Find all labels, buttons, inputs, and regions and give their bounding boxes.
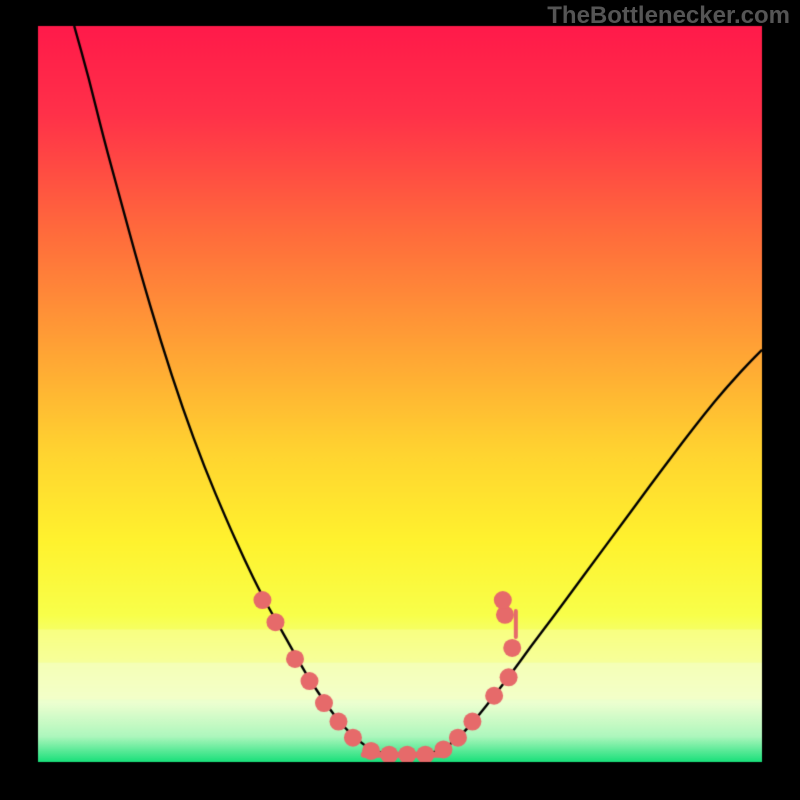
chart-stage: TheBottlenecker.com [0,0,800,800]
watermark-label: TheBottlenecker.com [547,2,790,30]
bottleneck-curve-chart [0,0,800,800]
